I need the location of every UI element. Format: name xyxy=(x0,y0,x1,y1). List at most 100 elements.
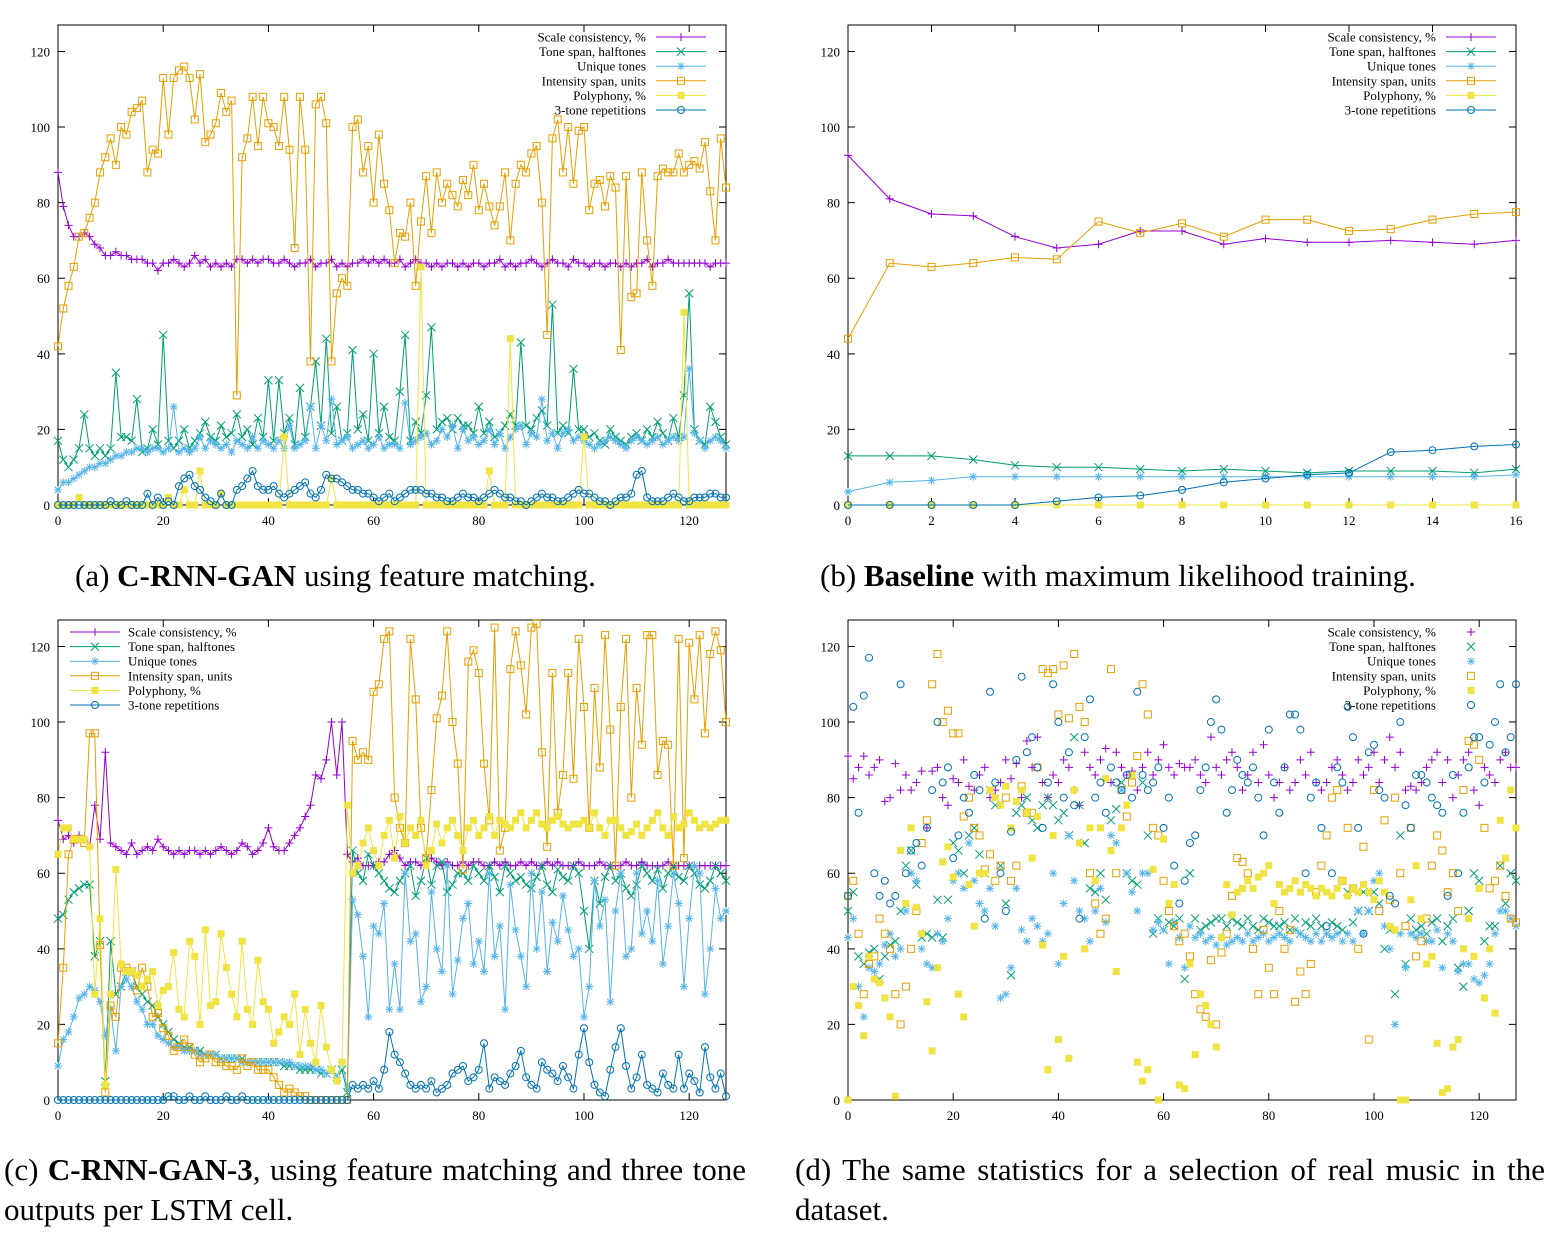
data-point-scale xyxy=(311,262,320,271)
data-point-intensity xyxy=(1454,907,1463,916)
data-point-unique xyxy=(180,1046,189,1055)
data-point-rep3 xyxy=(1106,763,1115,772)
data-point-tone_span xyxy=(1253,925,1263,935)
data-point-rep3 xyxy=(574,1050,583,1059)
data-point-unique xyxy=(522,982,531,991)
data-point-rep3 xyxy=(579,1024,588,1033)
data-point-unique xyxy=(1375,869,1384,878)
data-point-scale xyxy=(595,259,604,268)
data-point-unique xyxy=(1428,472,1437,481)
data-point-tone_span xyxy=(1427,918,1437,927)
data-point-scale xyxy=(432,857,441,866)
data-point-intensity xyxy=(64,850,73,859)
data-point-rep3 xyxy=(553,497,562,506)
data-point-rep3 xyxy=(390,497,399,506)
data-point-rep3 xyxy=(190,482,199,491)
data-point-intensity xyxy=(511,627,520,636)
data-point-scale xyxy=(1238,786,1247,795)
data-point-intensity xyxy=(416,217,425,226)
data-point-rep3 xyxy=(359,489,368,498)
data-point-intensity xyxy=(622,172,631,181)
data-point-unique xyxy=(1059,899,1068,908)
data-point-rep3 xyxy=(616,1024,625,1033)
data-point-polyphony xyxy=(1465,915,1473,923)
data-point-scale xyxy=(891,759,900,768)
data-point-scale xyxy=(1301,770,1310,779)
legend-label: Polyphony, % xyxy=(1363,683,1436,698)
x-tick-label: 40 xyxy=(262,513,275,528)
data-point-rep3 xyxy=(448,497,457,506)
data-point-polyphony xyxy=(675,501,683,509)
data-point-intensity xyxy=(85,729,94,738)
data-point-unique xyxy=(1164,959,1173,968)
data-point-scale xyxy=(506,259,515,268)
data-point-rep3 xyxy=(1217,725,1226,734)
data-point-polyphony xyxy=(1507,786,1515,794)
y-tick-label: 120 xyxy=(821,639,841,654)
data-point-rep3 xyxy=(632,1073,641,1082)
data-point-rep3 xyxy=(854,808,863,817)
data-point-intensity xyxy=(1427,861,1436,870)
x-tick-label: 120 xyxy=(679,1108,699,1123)
data-point-tone_span xyxy=(1411,925,1421,935)
data-point-tone_span xyxy=(996,861,1005,871)
data-point-rep3 xyxy=(132,1096,141,1104)
data-point-unique xyxy=(311,444,320,453)
data-point-rep3 xyxy=(1254,793,1263,802)
data-point-tone_span xyxy=(1238,921,1247,931)
data-point-intensity xyxy=(606,725,615,734)
data-point-polyphony xyxy=(464,824,472,832)
data-point-scale xyxy=(164,846,173,855)
data-point-unique xyxy=(153,1031,162,1040)
data-point-polyphony xyxy=(259,998,267,1006)
data-point-rep3 xyxy=(490,1073,499,1082)
data-point-intensity xyxy=(206,130,215,139)
data-point-scale xyxy=(1178,226,1186,235)
legend-label: Unique tones xyxy=(1367,654,1436,669)
data-point-intensity xyxy=(886,944,895,953)
data-point-scale xyxy=(501,857,510,866)
data-point-scale xyxy=(1017,793,1026,802)
data-point-scale xyxy=(353,854,362,863)
data-point-tone_span xyxy=(1259,914,1268,923)
data-point-rep3 xyxy=(1201,763,1210,772)
data-point-polyphony xyxy=(375,862,383,870)
data-point-unique xyxy=(1007,963,1016,972)
data-point-rep3 xyxy=(96,501,105,509)
x-tick-label: 0 xyxy=(845,513,852,528)
data-point-scale xyxy=(1080,748,1089,757)
y-tick-label: 80 xyxy=(827,791,840,806)
data-point-tone_span xyxy=(374,868,384,878)
data-point-polyphony xyxy=(1345,501,1353,509)
data-point-scale xyxy=(311,770,320,779)
data-point-rep3 xyxy=(432,1088,441,1097)
data-point-intensity xyxy=(374,680,383,689)
data-point-rep3 xyxy=(290,485,299,494)
data-point-intensity xyxy=(495,202,504,211)
data-point-scale xyxy=(380,255,389,264)
data-point-rep3 xyxy=(1059,793,1068,802)
data-point-intensity xyxy=(716,646,725,655)
data-point-tone_span xyxy=(148,425,158,434)
data-point-tone_span xyxy=(285,413,294,423)
data-point-unique xyxy=(679,432,688,441)
data-point-polyphony xyxy=(301,1005,309,1013)
data-point-rep3 xyxy=(1007,827,1016,836)
data-point-unique xyxy=(1480,971,1489,980)
data-point-scale xyxy=(1433,748,1442,757)
data-point-tone_span xyxy=(406,861,415,871)
data-point-intensity xyxy=(227,96,236,105)
data-point-scale xyxy=(637,857,646,866)
data-point-unique xyxy=(217,444,226,453)
data-point-rep3 xyxy=(1496,680,1505,689)
data-point-intensity xyxy=(643,631,652,640)
data-point-unique xyxy=(69,1012,78,1021)
legend-label: Intensity span, units xyxy=(1332,73,1436,88)
data-point-intensity xyxy=(1385,895,1394,904)
data-point-unique xyxy=(75,993,84,1002)
data-point-polyphony xyxy=(254,956,262,964)
data-point-tone_span xyxy=(395,876,405,886)
data-point-unique xyxy=(143,1020,152,1029)
data-point-scale xyxy=(1038,778,1047,787)
data-point-scale xyxy=(896,786,905,795)
